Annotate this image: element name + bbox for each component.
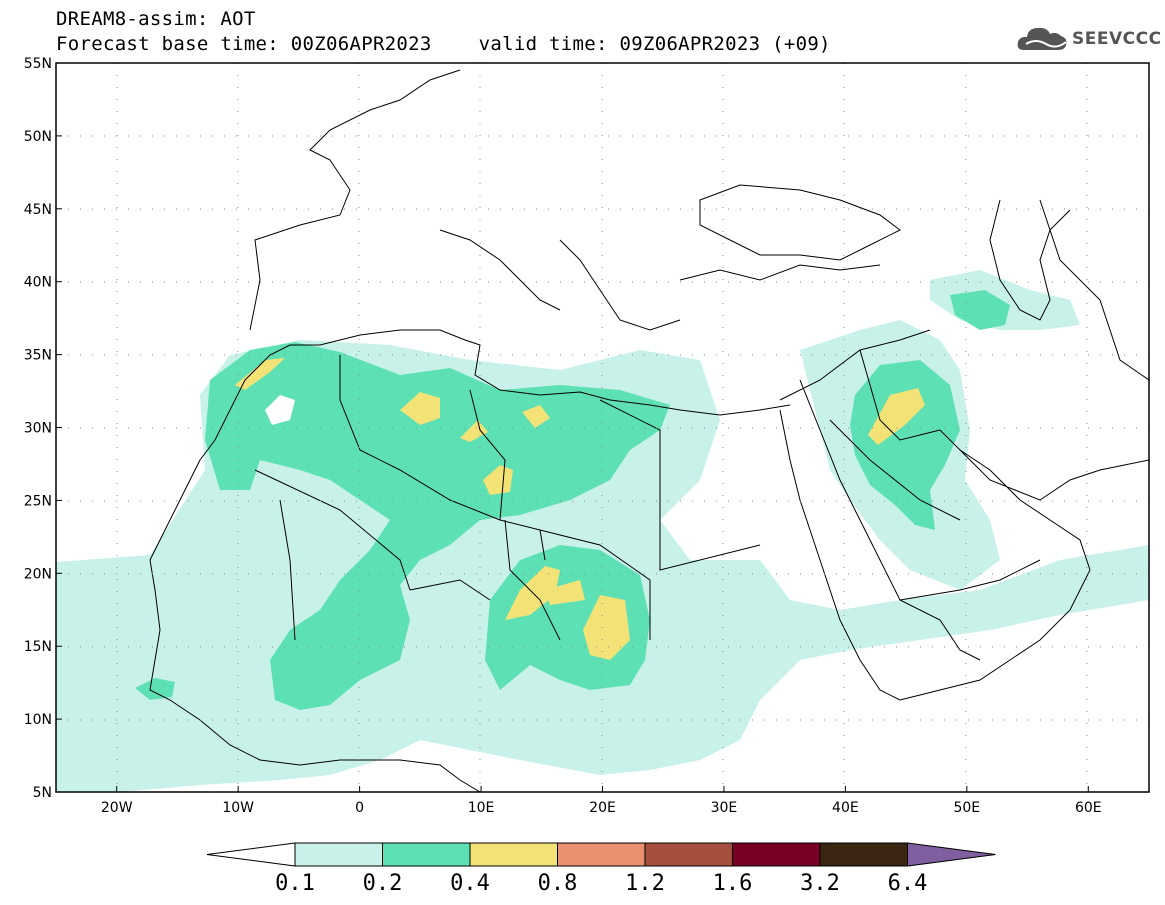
colorbar-level-label: 0.2 (363, 871, 403, 896)
aot-band-0-4-morocco (235, 358, 285, 390)
coastline-persian-gulf (959, 449, 1149, 501)
lat-label: 15N (24, 639, 52, 655)
colorbar-level-label: 0.1 (275, 871, 315, 896)
aot-band-0-2-iraq (850, 360, 960, 530)
lon-label: 30E (711, 800, 738, 816)
colorbar-swatch (557, 842, 646, 867)
colorbar-level-label: 6.4 (888, 871, 928, 896)
colorbar-swatch (819, 842, 908, 867)
base-time: Forecast base time: 00Z06APR2023 (56, 33, 432, 55)
colorbar-over-triangle (907, 842, 996, 867)
lon-label: 10W (222, 800, 254, 816)
aot-hole-morocco (265, 395, 295, 425)
lat-label: 45N (24, 202, 52, 218)
colorbar-under-triangle (206, 842, 296, 867)
lat-label: 5N (33, 785, 52, 801)
country-borders-africa (254, 355, 761, 641)
lat-label: 50N (24, 129, 52, 145)
colorbar-swatch (732, 842, 821, 867)
aot-band-0-2-senegal (135, 678, 175, 700)
aot-band-0-4-algeria (400, 392, 440, 425)
aot-band-0-4-sudan (583, 595, 630, 660)
coastline-caspian (989, 199, 1071, 321)
colorbar-level-label: 1.6 (713, 871, 753, 896)
colorbar-swatch (382, 842, 471, 867)
lon-label: 0 (355, 800, 364, 816)
colorbar-level-label: 1.2 (625, 871, 665, 896)
latitude-labels: 55N 50N 45N 40N 35N 30N 25N 20N 15N 10N 5N (24, 56, 62, 801)
lat-label: 30N (24, 421, 52, 437)
lon-label: 20W (101, 800, 133, 816)
cloud-logo-icon (1017, 27, 1067, 50)
map-title: DREAM8-assim: AOT (56, 8, 256, 30)
coastline-black-sea (699, 184, 901, 261)
colorbar-swatch (294, 842, 383, 867)
lon-label: 10E (468, 800, 495, 816)
aot-band-0-4-tunisia (460, 420, 488, 442)
country-borders-mideast (779, 199, 1149, 601)
lat-label: 40N (24, 275, 52, 291)
aot-band-0-4-chad-mid (545, 580, 585, 605)
colorbar-swatch (644, 842, 733, 867)
lon-label: 60E (1075, 800, 1102, 816)
coastline-west-africa (149, 459, 481, 792)
lat-label: 25N (24, 493, 52, 509)
aot-band-0-4-niger (483, 465, 513, 495)
seevccc-logo: SEEVCCC (1016, 22, 1161, 58)
valid-time: valid time: 09Z06APR2023 (+09) (478, 33, 831, 55)
aot-colorbar: 0.1 0.2 0.4 0.8 1.2 1.6 3.2 6.4 (206, 842, 996, 896)
colorbar-level-label: 0.4 (450, 871, 490, 896)
lat-label: 55N (24, 56, 52, 72)
aot-band-0-4-libya (522, 405, 550, 428)
coastlines-borders (149, 69, 1149, 792)
lon-label: 40E (832, 800, 859, 816)
coastline-red-sea (779, 379, 981, 701)
aot-band-0-2-caspian (950, 290, 1010, 330)
colorbar-level-label: 3.2 (800, 871, 840, 896)
colorbar-level-label: 0.8 (538, 871, 578, 896)
lon-label: 20E (589, 800, 616, 816)
forecast-times: Forecast base time: 00Z06APR2023 valid t… (56, 33, 831, 55)
lat-label: 35N (24, 348, 52, 364)
lat-label: 10N (24, 712, 52, 728)
lon-label: 50E (953, 800, 980, 816)
aot-band-0-4-iraq (868, 388, 925, 445)
lat-label: 20N (24, 566, 52, 582)
coastline-north-africa (199, 329, 791, 461)
coastline-arabia (899, 429, 1091, 701)
coastline-europe (249, 69, 881, 331)
colorbar-swatch (469, 842, 558, 867)
longitude-labels: 20W 10W 0 10E 20E 30E 40E 50E 60E (101, 786, 1102, 816)
aot-band-0-2-sahara (205, 342, 670, 710)
logo-text: SEEVCCC (1072, 29, 1162, 49)
